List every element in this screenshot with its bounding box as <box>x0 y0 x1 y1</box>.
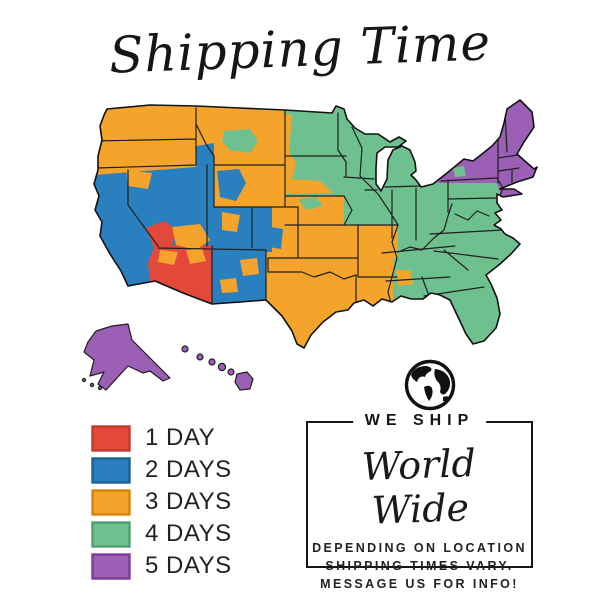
legend-swatch-3days <box>91 488 131 516</box>
hawaii <box>181 345 254 391</box>
legend-label: 2 DAYS <box>145 456 232 483</box>
we-ship-header: WE SHIP <box>352 412 487 430</box>
ship-caption: DEPENDING ON LOCATION SHIPPING TIMES VAR… <box>308 539 531 593</box>
legend-label: 5 DAYS <box>145 552 232 579</box>
legend-item-1day: 1 DAY <box>91 422 232 454</box>
legend-swatch-2days <box>91 456 131 484</box>
map-patches-3days <box>126 113 413 293</box>
legend-item-2days: 2 DAYS <box>91 454 232 486</box>
map-zone-5days-northeast <box>438 100 537 199</box>
legend-item-4days: 4 DAYS <box>91 518 232 550</box>
legend-swatch-1day <box>91 424 131 452</box>
map-patches-2days <box>217 169 283 249</box>
legend-swatch-5days <box>91 552 131 580</box>
legend-item-3days: 3 DAYS <box>91 486 232 518</box>
legend-label: 4 DAYS <box>145 520 232 547</box>
we-ship-box: WE SHIP World Wide DEPENDING ON LOCATION… <box>306 412 533 591</box>
alaska <box>83 323 171 391</box>
legend-label: 1 DAY <box>145 424 216 451</box>
legend-swatch-4days <box>91 520 131 548</box>
legend-label: 3 DAYS <box>145 488 232 515</box>
ship-caption-line2: SHIPPING TIMES VARY. <box>325 559 514 574</box>
ship-caption-line1: DEPENDING ON LOCATION <box>312 541 527 555</box>
globe-icon <box>404 359 456 411</box>
legend-item-5days: 5 DAYS <box>91 550 232 582</box>
worldwide-script-text: World Wide <box>360 441 477 533</box>
map-patches-4days <box>222 129 466 210</box>
map-alaska-hawaii-5days <box>81 323 254 391</box>
ship-caption-line3: MESSAGE US FOR INFO! <box>320 577 519 592</box>
shipping-legend: 1 DAY 2 DAYS 3 DAYS 4 DAYS 5 DAYS <box>91 422 232 582</box>
